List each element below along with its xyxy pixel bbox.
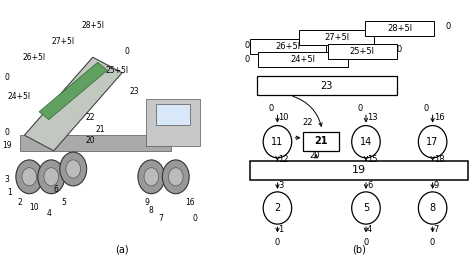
Bar [19,135,171,151]
Text: 12: 12 [279,155,289,164]
Ellipse shape [38,160,64,194]
Circle shape [263,192,292,224]
Text: 8: 8 [149,206,154,215]
Text: 19: 19 [2,141,12,150]
Text: 25+5l: 25+5l [106,66,129,75]
Ellipse shape [22,168,36,186]
Circle shape [352,192,380,224]
Circle shape [419,192,447,224]
Text: 21: 21 [95,126,105,134]
Text: 0: 0 [245,55,250,64]
Text: 10: 10 [29,204,39,212]
Text: 1: 1 [8,188,12,197]
Text: (a): (a) [115,245,129,255]
FancyBboxPatch shape [328,44,397,58]
Text: 24+5l: 24+5l [8,92,31,101]
Text: 3: 3 [279,181,284,190]
Text: 15: 15 [367,155,378,164]
Text: 5: 5 [363,203,369,213]
Text: 0: 0 [5,74,10,82]
Text: 26+5l: 26+5l [275,42,301,51]
Text: 26+5l: 26+5l [23,53,46,62]
Text: 0: 0 [269,104,274,113]
Text: 16: 16 [434,113,445,122]
Ellipse shape [168,168,183,186]
Text: 6: 6 [367,181,373,190]
FancyBboxPatch shape [303,132,339,151]
Bar [146,99,200,146]
Text: 0: 0 [397,46,402,54]
Text: 11: 11 [271,137,283,147]
Text: 22: 22 [303,118,313,127]
Ellipse shape [162,160,189,194]
Text: 4: 4 [367,225,373,234]
Text: 0: 0 [357,104,362,113]
Text: 27+5l: 27+5l [52,37,75,46]
Text: 14: 14 [360,137,372,147]
Text: 18: 18 [434,155,445,164]
FancyBboxPatch shape [250,39,326,54]
Text: 9: 9 [144,198,149,207]
FancyBboxPatch shape [299,30,374,45]
Bar [156,104,191,125]
Polygon shape [25,57,122,151]
Text: 13: 13 [367,113,378,122]
Text: 8: 8 [429,203,436,213]
Ellipse shape [60,152,87,186]
Text: 0: 0 [193,214,198,223]
Text: 0: 0 [275,238,280,247]
Text: 0: 0 [430,238,435,247]
Ellipse shape [66,160,81,178]
Circle shape [419,126,447,158]
Text: 0: 0 [125,48,129,56]
Text: 5: 5 [61,198,66,207]
Text: 2: 2 [17,198,22,207]
Text: 0: 0 [445,22,450,31]
FancyBboxPatch shape [257,76,397,95]
Text: 0: 0 [245,41,250,50]
Ellipse shape [16,160,43,194]
Text: 21: 21 [314,136,328,146]
Text: 23: 23 [321,81,333,91]
Ellipse shape [144,168,159,186]
Text: (b): (b) [352,245,366,255]
Text: 0: 0 [364,238,369,247]
Text: 1: 1 [279,225,284,234]
Circle shape [352,126,380,158]
Text: 7: 7 [159,214,164,223]
Ellipse shape [138,160,165,194]
Text: 6: 6 [54,185,59,194]
Text: 2: 2 [274,203,281,213]
Text: 9: 9 [434,181,439,190]
Text: 16: 16 [186,198,195,207]
Text: 3: 3 [5,175,10,184]
FancyBboxPatch shape [365,21,434,36]
Text: 22: 22 [86,113,95,121]
Text: 28+5l: 28+5l [81,22,104,30]
Text: 28+5l: 28+5l [387,24,412,33]
FancyBboxPatch shape [250,161,468,180]
Text: 27+5l: 27+5l [324,33,349,42]
Text: 10: 10 [279,113,289,122]
Text: 4: 4 [46,209,51,218]
Text: 7: 7 [434,225,439,234]
Text: 0: 0 [424,104,429,113]
Text: 20: 20 [309,152,319,160]
FancyBboxPatch shape [258,52,347,67]
Text: 20: 20 [85,136,95,145]
Circle shape [263,126,292,158]
Text: 25+5l: 25+5l [350,47,375,56]
Ellipse shape [44,168,59,186]
Text: 23: 23 [129,87,139,95]
Polygon shape [39,62,108,120]
Text: 19: 19 [352,165,366,176]
Text: 17: 17 [427,137,439,147]
Text: 0: 0 [5,128,10,137]
Text: 24+5l: 24+5l [290,55,315,64]
